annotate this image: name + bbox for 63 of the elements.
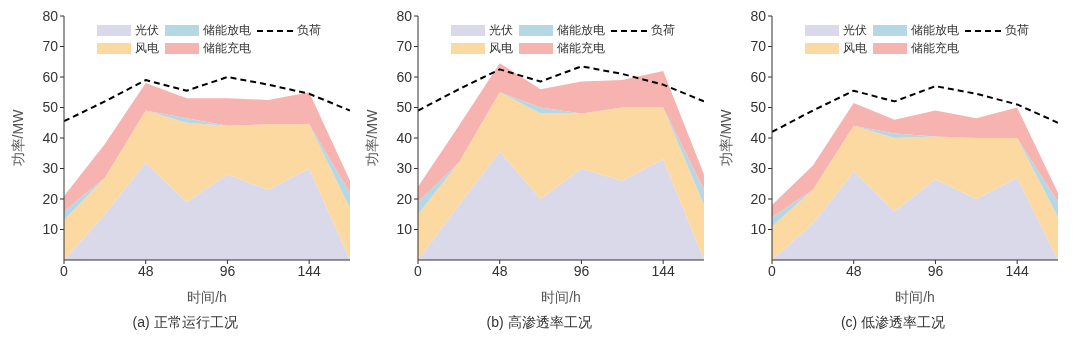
x-axis-title: 时间/h (895, 289, 935, 305)
legend-label: 负荷 (297, 22, 321, 39)
legend-label: 储能放电 (203, 22, 251, 39)
y-tick-label: 60 (42, 68, 59, 85)
x-tick-label: 144 (651, 262, 676, 279)
y-tick-label: 20 (42, 190, 59, 207)
x-tick-label: 144 (297, 262, 322, 279)
y-tick-label: 50 (42, 99, 59, 116)
legend-label: 储能充电 (911, 40, 959, 57)
y-tick-label: 40 (396, 129, 413, 146)
y-tick-label: 40 (42, 129, 59, 146)
x-tick-label: 0 (768, 262, 777, 279)
y-tick-label: 40 (750, 129, 767, 146)
legend-label: 负荷 (651, 22, 675, 39)
legend-label: 风电 (135, 40, 159, 57)
x-axis-title: 时间/h (187, 289, 227, 305)
y-tick-label: 60 (396, 68, 413, 85)
y-axis-title: 功率/MW (363, 108, 380, 167)
x-tick-label: 144 (1005, 262, 1030, 279)
text: (a) 正常运行工况 (131, 314, 239, 332)
x-tick-label: 96 (573, 262, 590, 279)
y-tick-label: 50 (750, 99, 767, 116)
line-series (418, 65, 704, 112)
legend-label: 光伏 (135, 22, 159, 39)
y-tick-label: 10 (42, 221, 59, 238)
x-tick-label: 96 (219, 262, 236, 279)
y-tick-label: 10 (750, 221, 767, 238)
y-tick-label: 30 (396, 160, 413, 177)
x-tick-label: 0 (414, 262, 423, 279)
y-tick-label: 20 (750, 190, 767, 207)
y-tick-label: 80 (42, 7, 59, 24)
line-series (64, 76, 350, 123)
legend-label: 风电 (843, 40, 867, 57)
legend-label: 储能充电 (203, 40, 251, 57)
legend-label: 光伏 (489, 22, 513, 39)
y-tick-label: 70 (750, 38, 767, 55)
y-axis-title: 功率/MW (717, 108, 734, 167)
y-tick-label: 50 (396, 99, 413, 116)
y-tick-label: 20 (396, 190, 413, 207)
x-tick-label: 48 (845, 262, 862, 279)
x-tick-label: 48 (491, 262, 508, 279)
x-tick-label: 96 (927, 262, 944, 279)
legend-label: 光伏 (843, 22, 867, 39)
y-tick-label: 70 (42, 38, 59, 55)
y-tick-label: 30 (42, 160, 59, 177)
y-tick-label: 30 (750, 160, 767, 177)
y-tick-label: 10 (396, 221, 413, 238)
x-tick-label: 0 (60, 262, 69, 279)
legend-label: 储能放电 (911, 22, 959, 39)
legend-label: 储能充电 (557, 40, 605, 57)
y-tick-label: 80 (750, 7, 767, 24)
legend-label: 风电 (489, 40, 513, 57)
x-tick-label: 48 (137, 262, 154, 279)
text: (c) 低渗透率工况 (839, 314, 947, 332)
y-tick-label: 60 (750, 68, 767, 85)
line-series (772, 85, 1058, 133)
legend-label: 储能放电 (557, 22, 605, 39)
y-tick-label: 70 (396, 38, 413, 55)
y-axis-title: 功率/MW (9, 108, 26, 167)
text: (b) 高渗透率工况 (485, 314, 593, 332)
y-tick-label: 80 (396, 7, 413, 24)
legend-label: 负荷 (1005, 22, 1029, 39)
x-axis-title: 时间/h (541, 289, 581, 305)
